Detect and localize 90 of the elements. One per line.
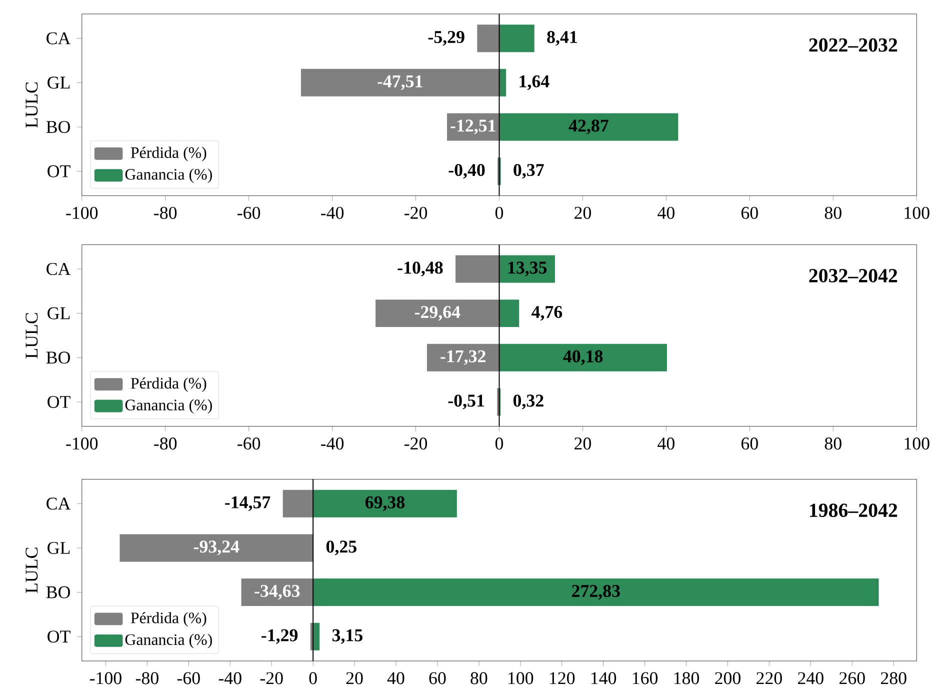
x-tick-label: -20 bbox=[404, 206, 428, 219]
legend-label: Pérdida (%) bbox=[130, 612, 206, 627]
x-tick-label: 60 bbox=[429, 672, 446, 684]
x-tick-label: 80 bbox=[824, 438, 842, 450]
x-tick-label: 40 bbox=[658, 206, 674, 219]
x-tick-label: -100 bbox=[66, 438, 98, 450]
x-tick-label: 0 bbox=[495, 206, 504, 219]
x-tick-label: -40 bbox=[321, 206, 344, 219]
data-label: -0,51 bbox=[448, 394, 484, 410]
data-label: 8,41 bbox=[547, 31, 577, 46]
data-label: 13,35 bbox=[508, 262, 547, 276]
data-label: 69,38 bbox=[365, 496, 405, 512]
y-tick-label: CA bbox=[46, 32, 71, 44]
x-tick-label: 80 bbox=[470, 672, 488, 684]
legend-label: Ganancia (%) bbox=[125, 634, 212, 648]
x-tick-label: 40 bbox=[387, 672, 404, 684]
x-tick-label: 220 bbox=[756, 672, 782, 684]
x-tick-label: 20 bbox=[574, 206, 591, 219]
x-tick-label: -60 bbox=[177, 672, 200, 684]
annotation: 2032–2042 bbox=[809, 268, 898, 282]
y-tick-label: CA bbox=[46, 498, 71, 510]
x-tick-label: 60 bbox=[741, 438, 758, 450]
data-label: 272,83 bbox=[572, 584, 620, 600]
data-label: 0,37 bbox=[514, 164, 544, 179]
data-label: 4,76 bbox=[532, 306, 562, 321]
data-label: -17,32 bbox=[440, 350, 486, 365]
data-label: 3,15 bbox=[332, 629, 362, 644]
x-tick-label: -40 bbox=[218, 672, 242, 684]
data-label: 0,32 bbox=[513, 394, 544, 410]
data-label: -12,51 bbox=[450, 120, 496, 134]
x-tick-label: -80 bbox=[154, 206, 177, 219]
x-tick-label: 160 bbox=[632, 672, 658, 684]
x-tick-label: 280 bbox=[880, 672, 906, 684]
x-tick-label: 100 bbox=[904, 438, 930, 450]
y-axis-title: LULC bbox=[26, 313, 38, 358]
x-tick-label: -100 bbox=[90, 672, 122, 684]
x-tick-label: 260 bbox=[839, 672, 865, 684]
data-label: 0,25 bbox=[326, 540, 356, 556]
y-tick-label: BO bbox=[46, 586, 70, 598]
x-tick-label: 20 bbox=[574, 438, 591, 450]
x-tick-label: 20 bbox=[346, 672, 363, 684]
x-tick-label: -60 bbox=[238, 206, 260, 219]
x-tick-label: 120 bbox=[550, 672, 575, 684]
x-tick-label: 0 bbox=[309, 672, 317, 684]
x-tick-label: 40 bbox=[658, 438, 674, 450]
data-label: -47,51 bbox=[378, 75, 422, 90]
x-tick-label: -20 bbox=[404, 438, 428, 450]
data-label: -93,24 bbox=[194, 540, 240, 556]
y-tick-label: GL bbox=[48, 307, 70, 320]
x-tick-label: -80 bbox=[136, 672, 158, 684]
y-axis-title: LULC bbox=[26, 548, 38, 594]
x-tick-label: -80 bbox=[154, 438, 177, 450]
x-tick-label: -60 bbox=[238, 438, 260, 450]
data-label: 1,64 bbox=[520, 75, 550, 90]
y-axis-title: LULC bbox=[26, 82, 38, 128]
y-tick-label: OT bbox=[48, 396, 70, 408]
legend-label: Pérdida (%) bbox=[130, 146, 206, 162]
y-tick-label: OT bbox=[48, 630, 70, 643]
x-tick-label: 180 bbox=[674, 672, 700, 684]
data-label: -10,48 bbox=[398, 262, 443, 276]
data-label: -14,57 bbox=[225, 496, 270, 511]
y-tick-label: OT bbox=[48, 165, 70, 178]
x-tick-label: -100 bbox=[66, 206, 98, 219]
x-tick-label: 80 bbox=[824, 206, 842, 219]
annotation: 2022–2032 bbox=[809, 38, 898, 52]
y-tick-label: BO bbox=[46, 121, 70, 134]
x-tick-label: 100 bbox=[904, 206, 930, 219]
data-label: -34,63 bbox=[254, 585, 300, 600]
data-label: -1,29 bbox=[262, 629, 298, 644]
legend-label: Pérdida (%) bbox=[130, 377, 206, 392]
data-label: -0,40 bbox=[448, 164, 485, 179]
data-label: 40,18 bbox=[563, 350, 603, 366]
y-tick-label: CA bbox=[46, 263, 71, 276]
x-tick-label: -40 bbox=[321, 438, 344, 450]
data-label: 42,87 bbox=[568, 120, 608, 134]
x-tick-label: 100 bbox=[508, 672, 534, 684]
x-tick-label: 140 bbox=[591, 672, 616, 684]
legend-label: Ganancia (%) bbox=[125, 399, 212, 414]
x-tick-label: -20 bbox=[260, 672, 283, 684]
data-label: -5,29 bbox=[428, 31, 464, 46]
y-tick-label: BO bbox=[46, 352, 70, 364]
x-tick-label: 60 bbox=[741, 206, 758, 219]
x-tick-label: 200 bbox=[715, 672, 740, 684]
data-label: -29,64 bbox=[414, 306, 460, 321]
y-tick-label: GL bbox=[48, 542, 70, 554]
legend-label: Ganancia (%) bbox=[125, 168, 212, 183]
annotation: 1986–2042 bbox=[810, 504, 898, 518]
x-tick-label: 240 bbox=[798, 672, 824, 684]
y-tick-label: GL bbox=[48, 76, 70, 89]
x-tick-label: 0 bbox=[495, 438, 504, 450]
